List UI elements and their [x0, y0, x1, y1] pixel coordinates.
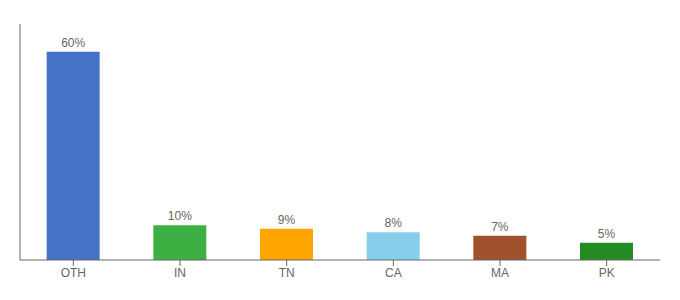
svg-text:10%: 10%: [168, 209, 192, 223]
svg-text:5%: 5%: [598, 227, 616, 241]
svg-text:CA: CA: [385, 266, 402, 280]
svg-text:TN: TN: [279, 266, 295, 280]
svg-text:9%: 9%: [278, 213, 296, 227]
svg-text:MA: MA: [491, 266, 509, 280]
svg-text:OTH: OTH: [61, 266, 86, 280]
svg-text:60%: 60%: [61, 36, 85, 50]
svg-text:7%: 7%: [491, 220, 509, 234]
svg-text:PK: PK: [599, 266, 615, 280]
svg-text:IN: IN: [174, 266, 186, 280]
svg-text:8%: 8%: [384, 216, 402, 230]
